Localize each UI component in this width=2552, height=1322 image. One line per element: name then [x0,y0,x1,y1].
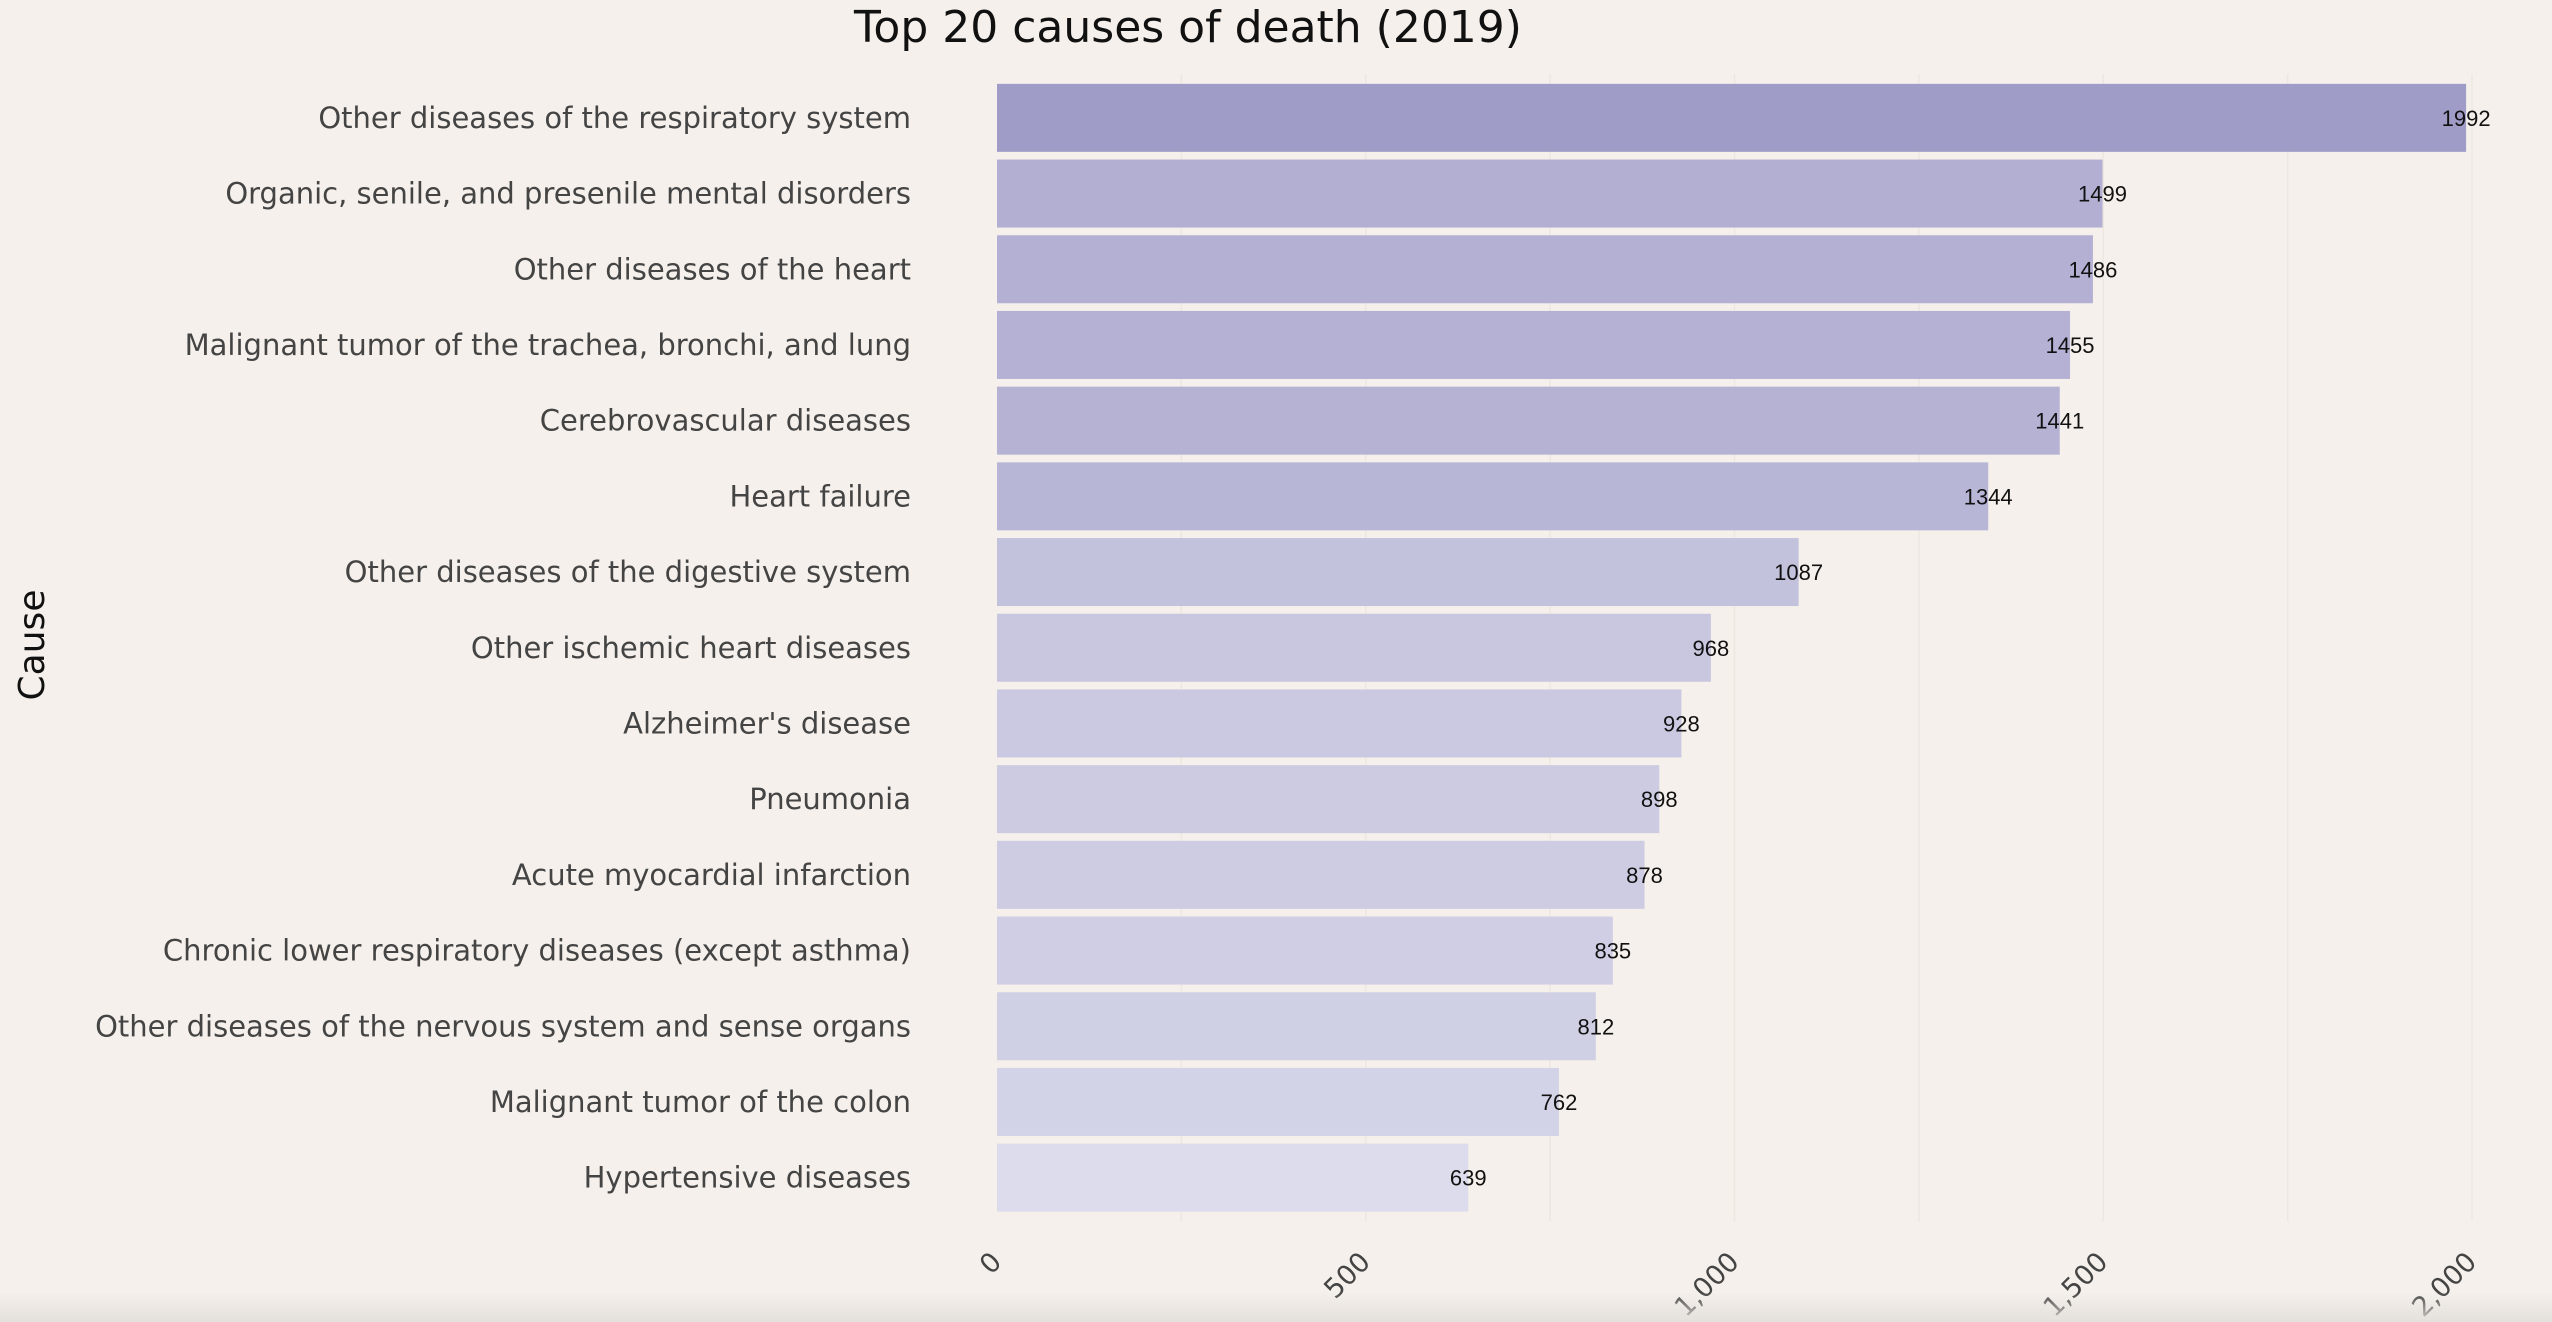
category-label: Other diseases of the digestive system [345,555,911,589]
bar [997,1067,1559,1136]
bars [997,83,2467,1212]
bar [997,83,2467,152]
data-label: 898 [1641,787,1678,812]
category-label: Other diseases of the heart [514,252,911,286]
category-label: Other diseases of the respiratory system [318,101,911,135]
bar [997,689,1682,758]
x-tick-label: 0 [974,1247,1008,1281]
bar [997,386,2060,455]
category-label: Pneumonia [749,782,911,816]
data-label: 968 [1693,636,1730,661]
category-label: Chronic lower respiratory diseases (exce… [163,934,911,968]
data-label: 1992 [2442,106,2491,131]
category-label: Heart failure [729,479,911,513]
bar [997,765,1660,834]
bar [997,613,1711,682]
chart-title: Top 20 causes of death (2019) [853,2,1522,53]
bar [997,235,2093,304]
bar [997,159,2103,228]
data-label: 639 [1450,1166,1487,1191]
category-label: Other diseases of the nervous system and… [95,1009,911,1043]
data-labels: 1992 1499 1486 1455 1441 1344 1087 968 928 898 878… [1450,106,2491,1191]
data-label: 878 [1626,863,1663,888]
y-axis-title: Cause [12,590,53,701]
bar [997,462,1989,531]
category-label: Malignant tumor of the trachea, bronchi,… [185,328,911,362]
data-label: 1344 [1964,484,2013,509]
category-label: Malignant tumor of the colon [490,1085,911,1119]
category-label: Acute myocardial infarction [512,858,911,892]
data-label: 1087 [1774,560,1823,585]
data-label: 1499 [2078,182,2127,207]
category-label: Organic, senile, and presenile mental di… [225,177,911,211]
category-labels: Other diseases of the respiratory system… [95,101,911,1195]
bar [997,840,1645,909]
bar [997,538,1799,607]
bar [997,1143,1469,1212]
bar [997,916,1613,985]
data-label: 928 [1663,711,1700,736]
data-label: 1486 [2068,257,2117,282]
bottom-fade [0,1292,2552,1322]
category-label: Other ischemic heart diseases [471,631,911,665]
category-label: Alzheimer's disease [623,706,911,740]
bar [997,992,1596,1061]
data-label: 812 [1577,1014,1614,1039]
data-label: 835 [1594,939,1631,964]
category-label: Cerebrovascular diseases [540,404,911,438]
data-label: 762 [1541,1090,1578,1115]
category-label: Hypertensive diseases [584,1161,911,1195]
data-label: 1441 [2035,409,2084,434]
bar [997,310,2071,379]
data-label: 1455 [2046,333,2095,358]
